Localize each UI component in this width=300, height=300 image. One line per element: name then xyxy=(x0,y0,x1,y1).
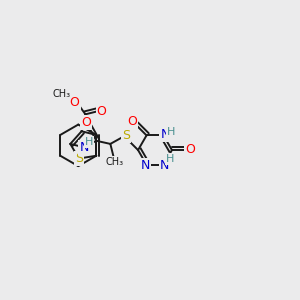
Text: H: H xyxy=(165,154,174,164)
Text: N: N xyxy=(140,159,150,172)
Text: O: O xyxy=(97,105,106,118)
Text: H: H xyxy=(85,137,93,147)
Text: CH₃: CH₃ xyxy=(105,157,123,166)
Text: O: O xyxy=(81,116,91,129)
Text: N: N xyxy=(80,141,89,154)
Text: O: O xyxy=(70,96,80,109)
Text: H: H xyxy=(167,127,176,137)
Text: S: S xyxy=(122,129,130,142)
Text: O: O xyxy=(185,143,195,156)
Text: S: S xyxy=(75,152,83,165)
Text: N: N xyxy=(160,128,170,141)
Text: O: O xyxy=(127,115,137,128)
Text: N: N xyxy=(160,159,169,172)
Text: CH₃: CH₃ xyxy=(52,89,70,99)
